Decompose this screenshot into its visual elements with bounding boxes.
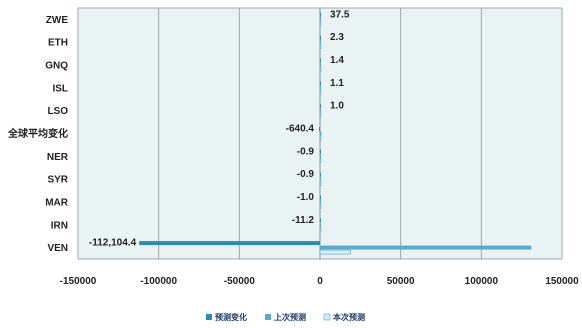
grid-lines <box>77 7 563 260</box>
bar-NER-0 <box>319 149 321 154</box>
data-labels: 37.5 2.3 1.4 1.1 1.0 -640.4 -0.9 -0.9 -1.0 -11.2 -… <box>89 9 350 248</box>
bar-SYR-2 <box>319 181 322 186</box>
bar-SYR-1 <box>320 177 321 182</box>
bar-MAR-1 <box>320 199 321 204</box>
x-tick-label-6: 150000 <box>545 276 579 287</box>
category-label-7: SYR <box>47 175 68 186</box>
bar-ZWE-2 <box>319 21 322 27</box>
category-label-1: ETH <box>48 38 68 49</box>
bar-MAR-0 <box>319 195 321 200</box>
bar-NER-1 <box>320 154 321 159</box>
bar-LSO-2 <box>319 112 322 118</box>
legend-label-0: 预测变化 <box>215 312 247 322</box>
bar-IRN-2 <box>319 226 322 232</box>
data-label-0: 37.5 <box>330 9 350 20</box>
x-tick-label-4: 50000 <box>387 276 415 287</box>
category-label-0: ZWE <box>46 15 69 26</box>
bar-LSO-0 <box>320 104 321 109</box>
bar-ETH-0 <box>320 35 321 40</box>
category-label-8: MAR <box>45 197 69 208</box>
bar-LSO-1 <box>320 108 321 113</box>
bars <box>139 12 532 255</box>
bar-ISL-0 <box>320 81 321 86</box>
bar-VEN-2 <box>319 249 351 255</box>
legend-swatch-0 <box>206 314 212 320</box>
legend-swatch-2 <box>323 313 331 321</box>
x-tick-label-2: -50000 <box>224 276 256 287</box>
bar-ZWE-1 <box>320 17 321 22</box>
bar-IRN-0 <box>319 218 321 223</box>
category-label-10: VEN <box>47 243 68 254</box>
category-label-4: LSO <box>47 106 68 117</box>
bar-NER-2 <box>319 158 322 164</box>
bar-ETH-1 <box>320 40 321 45</box>
legend: 预测变化 上次预测 本次预测 <box>206 312 365 322</box>
x-tick-label-3: 0 <box>317 276 323 287</box>
category-labels: ZWE ETH GNQ ISL LSO 全球平均变化 NER SYR MAR IRN VEN <box>7 15 69 254</box>
data-label-7: -0.9 <box>297 169 315 180</box>
x-axis-ticks: -150000 -100000 -50000 0 50000 100000 150000 <box>60 276 579 287</box>
bar-全球平均变化-0 <box>318 127 320 131</box>
legend-swatch-1 <box>265 314 271 320</box>
data-label-3: 1.1 <box>330 78 344 89</box>
bar-GNQ-1 <box>320 63 321 68</box>
bar-全球平均变化-1 <box>320 131 322 136</box>
bar-ISL-1 <box>320 85 321 90</box>
data-label-4: 1.0 <box>330 101 344 112</box>
bar-MAR-2 <box>319 204 322 209</box>
data-label-5: -640.4 <box>286 124 315 135</box>
bar-VEN-1 <box>320 245 532 250</box>
x-tick-label-1: -100000 <box>140 276 177 287</box>
data-label-1: 2.3 <box>330 32 344 43</box>
legend-label-2: 本次预测 <box>332 312 365 322</box>
x-tick-label-5: 100000 <box>465 276 499 287</box>
bar-全球平均变化-2 <box>319 135 322 141</box>
bar-IRN-1 <box>320 222 321 227</box>
bar-SYR-0 <box>319 172 321 177</box>
data-label-10: -112,104.4 <box>89 238 137 249</box>
bar-ISL-2 <box>319 90 322 95</box>
legend-label-1: 上次预测 <box>274 312 306 322</box>
data-label-8: -1.0 <box>297 192 315 203</box>
bar-GNQ-0 <box>320 58 321 63</box>
bar-GNQ-2 <box>319 67 322 72</box>
bar-ZWE-0 <box>320 12 321 17</box>
data-label-9: -11.2 <box>292 215 315 226</box>
data-label-6: -0.9 <box>297 146 315 157</box>
data-label-2: 1.4 <box>330 55 344 66</box>
category-label-3: ISL <box>52 83 68 94</box>
category-label-2: GNQ <box>45 61 68 72</box>
category-label-5: 全球平均变化 <box>7 127 68 140</box>
category-label-6: NER <box>47 152 69 163</box>
category-label-9: IRN <box>51 220 68 231</box>
x-tick-label-0: -150000 <box>60 276 97 287</box>
bar-VEN-0 <box>139 241 320 246</box>
bar-ETH-2 <box>319 44 322 50</box>
